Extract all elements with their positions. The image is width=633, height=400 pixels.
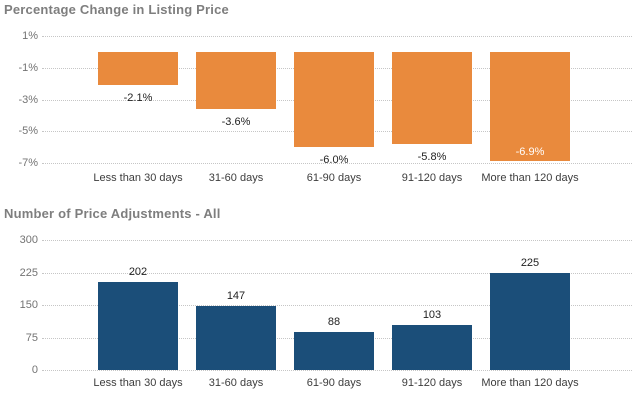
gridline xyxy=(42,163,632,164)
x-category-label: Less than 30 days xyxy=(93,172,183,184)
y-tick-label: 300 xyxy=(19,234,38,246)
plot-area: 1% -1% -3% -5% -7% -2.1% Less than 30 days -3.6… xyxy=(18,30,632,184)
x-category-label: 31-60 days xyxy=(208,377,264,389)
y-tick-label: -7% xyxy=(18,157,38,169)
x-category-label: 31-60 days xyxy=(208,172,264,184)
bar-less-than-30-days[interactable] xyxy=(98,282,178,370)
x-category-label: More than 120 days xyxy=(481,172,579,184)
y-tick-label: -3% xyxy=(18,93,38,106)
bar-31-60-days[interactable] xyxy=(196,51,276,110)
bar-more-than-120-days[interactable] xyxy=(490,51,570,162)
bar-61-90-days[interactable] xyxy=(294,331,374,370)
chart-title: Percentage Change in Listing Price xyxy=(4,2,229,17)
bar-value-label: -2.1% xyxy=(123,92,153,105)
x-category-label: Less than 30 days xyxy=(93,377,183,389)
plot-area: 300 225 150 75 0 202 Less than 30 days 147 31-60… xyxy=(0,200,633,400)
y-tick-label: 150 xyxy=(19,299,38,311)
gridline xyxy=(42,272,632,274)
x-category-label: 91-120 days xyxy=(401,377,463,389)
bar-91-120-days[interactable] xyxy=(392,325,472,370)
bar-value-label: 88 xyxy=(327,315,341,328)
x-category-label: More than 120 days xyxy=(481,377,579,389)
gridline xyxy=(42,370,632,371)
bar-value-label: -6.9% xyxy=(515,146,545,159)
x-category-label: 91-120 days xyxy=(401,172,463,184)
chart-title: Number of Price Adjustments - All xyxy=(4,206,221,221)
y-tick-label: 225 xyxy=(19,266,38,279)
chart-percentage-change-listing-price: Percentage Change in Listing Price 1% -1%… xyxy=(4,2,632,184)
bar-less-than-30-days[interactable] xyxy=(98,51,178,86)
y-tick-label: 0 xyxy=(31,364,38,376)
y-tick-label: -1% xyxy=(18,61,38,74)
y-tick-label: 75 xyxy=(25,331,38,344)
bar-31-60-days[interactable] xyxy=(196,306,276,370)
gridline xyxy=(42,36,632,37)
gridline xyxy=(42,240,632,241)
gridline xyxy=(42,305,632,306)
bar-value-label: -5.8% xyxy=(417,150,447,163)
chart-number-of-price-adjustments: Number of Price Adjustments - All 300 225… xyxy=(0,200,633,400)
x-category-label: 61-90 days xyxy=(306,172,362,184)
y-tick-label: -5% xyxy=(18,125,38,138)
bar-value-label: 147 xyxy=(226,290,246,303)
bar-value-label: 103 xyxy=(422,309,442,322)
bar-value-label: -6.0% xyxy=(319,154,349,167)
bar-61-90-days[interactable] xyxy=(294,51,374,148)
bar-91-120-days[interactable] xyxy=(392,51,472,144)
bar-value-label: 225 xyxy=(520,256,540,269)
x-category-label: 61-90 days xyxy=(306,377,362,389)
y-tick-label: 1% xyxy=(22,30,38,42)
bar-more-than-120-days[interactable] xyxy=(490,272,570,370)
bar-value-label: -3.6% xyxy=(221,116,251,129)
bar-value-label: 202 xyxy=(128,266,148,279)
